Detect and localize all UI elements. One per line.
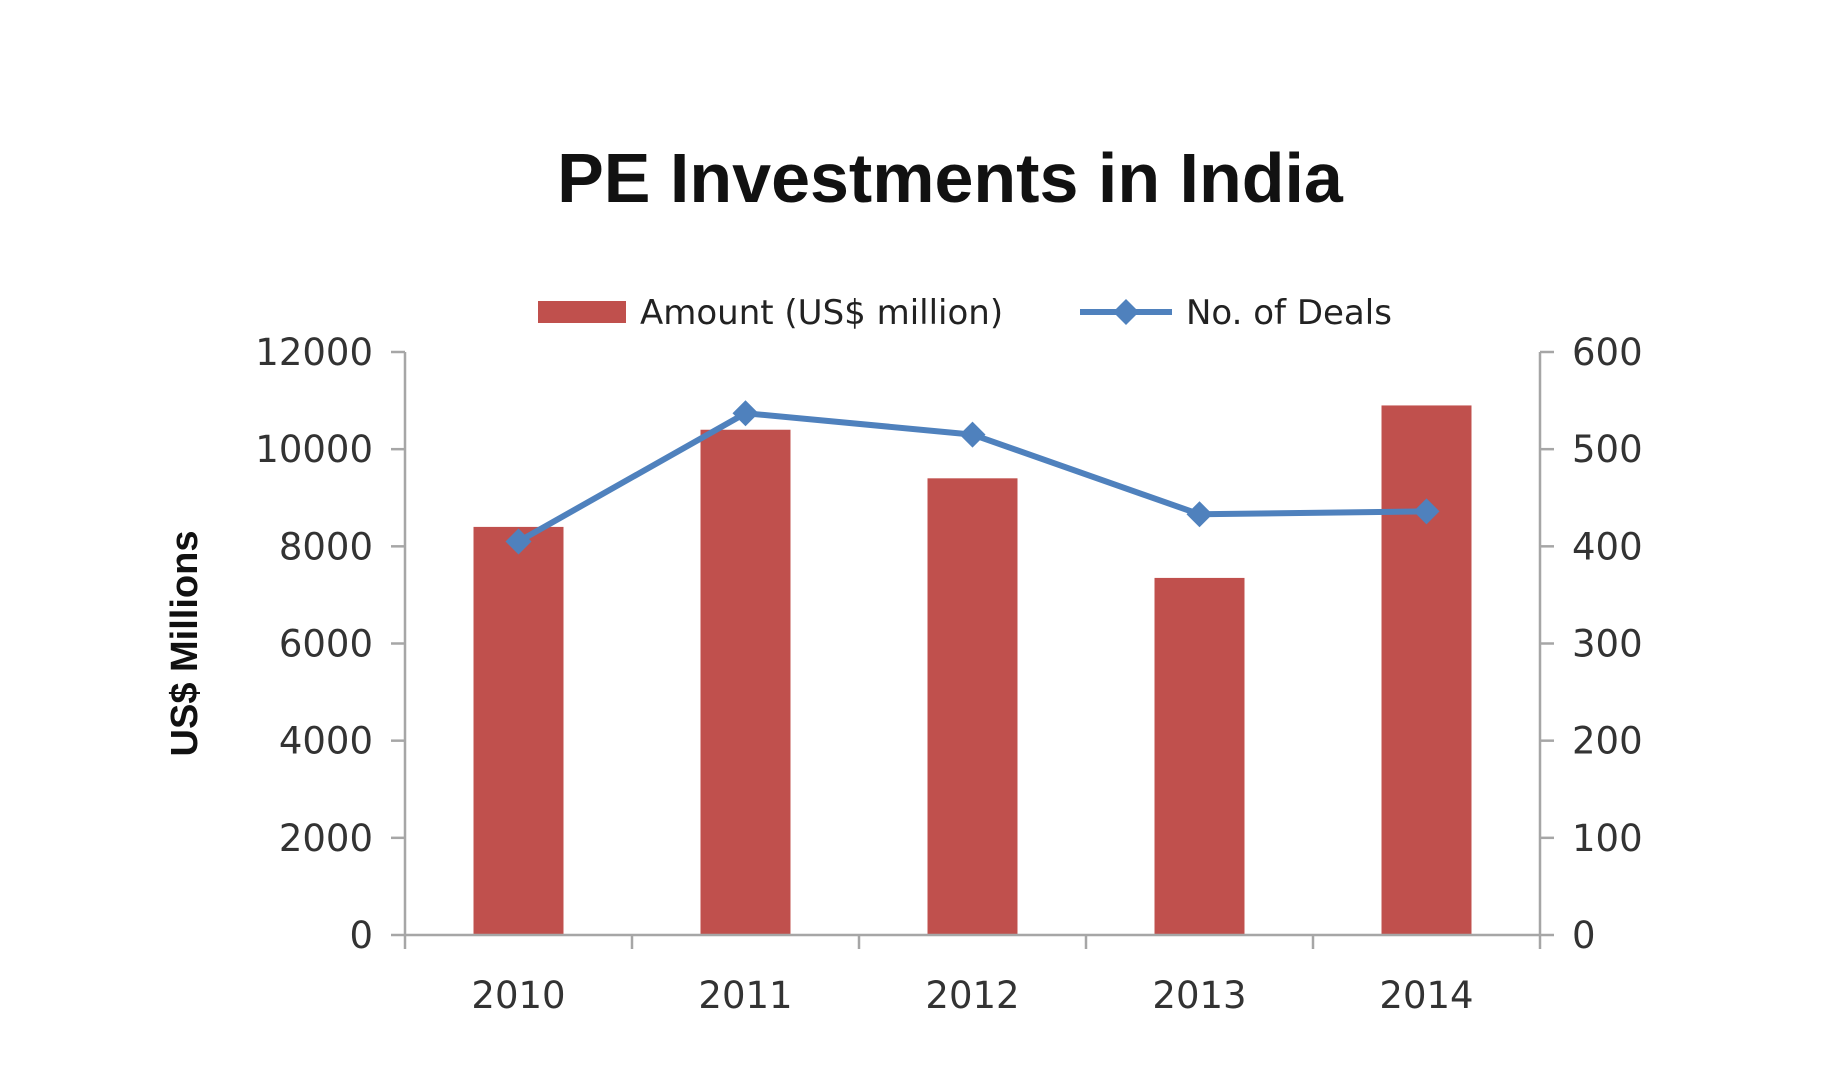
deals-point-2012 (959, 421, 986, 448)
deals-point-2010 (505, 528, 532, 555)
y-right-tick-label: 400 (1572, 525, 1643, 568)
y-left-tick-label: 10000 (255, 428, 373, 471)
y-left-tick-label: 0 (349, 914, 373, 957)
x-tick-label: 2014 (1379, 974, 1473, 1017)
y-right-tick-label: 200 (1572, 720, 1643, 763)
x-tick-label: 2010 (471, 974, 565, 1017)
y-right-tick-label: 500 (1572, 428, 1643, 471)
y-left-tick-label: 4000 (279, 720, 373, 763)
bar-2014 (1381, 405, 1472, 936)
x-tick-label: 2011 (698, 974, 792, 1017)
y-left-tick-label: 12000 (255, 331, 373, 374)
legend-swatch-amount (538, 301, 626, 323)
bar-2010 (473, 526, 564, 935)
legend-label-deals: No. of Deals (1186, 293, 1392, 333)
bar-2011 (700, 429, 791, 935)
bars-layer (473, 405, 1472, 936)
labels-layer: 0 2000 4000 6000 8000 10000 12000 0 100 200 300 400… (164, 331, 1643, 1017)
x-tick-label: 2012 (925, 974, 1019, 1017)
line-layer (505, 400, 1440, 555)
y-right-tick-label: 600 (1572, 331, 1643, 374)
y-left-tick-label: 2000 (279, 817, 373, 860)
deals-point-2014 (1413, 498, 1440, 525)
y-left-tick-label: 6000 (279, 623, 373, 666)
x-tick-label: 2013 (1152, 974, 1246, 1017)
legend-swatch-deals-marker (1113, 299, 1139, 325)
y-right-tick-label: 300 (1572, 623, 1643, 666)
y-left-tick-label: 8000 (279, 525, 373, 568)
chart-title: PE Investments in India (557, 139, 1343, 217)
legend: Amount (US$ million) No. of Deals (538, 293, 1392, 333)
axes-layer (391, 350, 1554, 949)
deals-point-2013 (1186, 501, 1213, 528)
bar-2013 (1154, 577, 1245, 935)
deals-point-2011 (732, 400, 759, 427)
y-right-tick-label: 0 (1572, 914, 1596, 957)
legend-label-amount: Amount (US$ million) (640, 293, 1003, 333)
bar-2012 (927, 478, 1018, 935)
y-right-tick-label: 100 (1572, 817, 1643, 860)
y-axis-title: US$ Millions (164, 531, 206, 757)
